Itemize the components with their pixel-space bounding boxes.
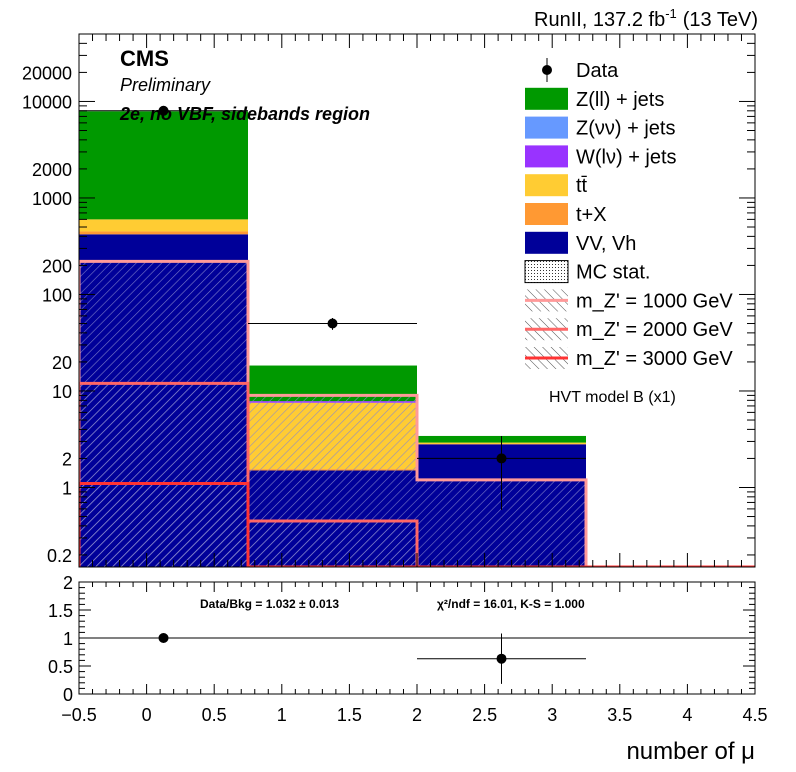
legend-swatch — [525, 203, 568, 225]
ratio-y-tick-label: 0.5 — [48, 657, 73, 677]
legend-label: t+X — [576, 204, 607, 226]
y-tick-label: 2000 — [32, 160, 72, 180]
legend-label: Z(νν) + jets — [576, 118, 675, 140]
y-tick-label: 1000 — [32, 189, 72, 209]
lumi-text: RunII, 137.2 fb-1 (13 TeV) — [534, 6, 758, 31]
signal-outline-1 — [79, 381, 755, 567]
legend-swatch — [525, 145, 568, 168]
legend-label: MC stat. — [576, 262, 650, 284]
x-tick-label: −0.5 — [61, 705, 97, 725]
data-point-0 — [158, 105, 169, 116]
x-axis-title: number of μ — [626, 738, 755, 765]
y-tick-label: 20 — [52, 353, 72, 373]
ratio-y-axis: 0 0.5 1 1.5 2 — [48, 573, 755, 705]
data-point-1 — [327, 318, 338, 329]
legend-swatch — [525, 231, 568, 254]
signal-outline-0 — [79, 259, 755, 567]
legend-entry-5: t+X — [525, 203, 607, 226]
main-y-axis: 0.2 1 2 10 20 100 200 1000 2000 10000 20000 — [22, 33, 755, 566]
signal-hatch-2-bin-0 — [79, 483, 248, 567]
legend-entry-3: W(lν) + jets — [525, 145, 677, 168]
ratio-databkg-text: Data/Bkg = 1.032 ± 0.013 — [200, 597, 339, 611]
y-tick-label: 10 — [52, 382, 72, 402]
legend-entry-9: m_Z' = 2000 GeV — [525, 318, 733, 341]
legend-entry-7: MC stat. — [524, 260, 650, 284]
legend-label: m_Z' = 1000 GeV — [576, 290, 733, 312]
y-tick-label: 100 — [42, 285, 72, 305]
ratio-chi2-text: χ²/ndf = 16.01, K-S = 1.000 — [437, 597, 585, 611]
x-tick-label: 3 — [547, 705, 557, 725]
legend-swatch — [525, 174, 568, 197]
legend-label: Data — [576, 60, 619, 82]
ratio-point-1 — [496, 653, 507, 664]
y-tick-label: 0.2 — [47, 546, 72, 566]
x-tick-label: 2 — [412, 705, 422, 725]
ratio-y-tick-label: 1 — [63, 629, 73, 649]
ratio-mc-stat-band — [248, 637, 586, 639]
legend-label: tt̄ — [576, 175, 588, 197]
x-tick-label: 3.5 — [607, 705, 632, 725]
x-tick-label: 4.5 — [742, 705, 767, 725]
legend-swatch — [524, 260, 569, 284]
x-tick-label: 4 — [682, 705, 692, 725]
legend-entry-0: Data — [542, 58, 619, 82]
legend-swatch — [525, 116, 568, 139]
legend-label: Z(ll) + jets — [576, 89, 664, 111]
ratio-y-tick-label: 1.5 — [48, 601, 73, 621]
ratio-y-tick-label: 2 — [63, 573, 73, 593]
signal-hatch-1-bin-1 — [248, 520, 417, 567]
model-label: HVT model B (x1) — [549, 389, 676, 406]
preliminary-label: Preliminary — [120, 75, 211, 95]
data-point-2 — [496, 453, 507, 464]
legend-entry-2: Z(νν) + jets — [525, 116, 675, 140]
legend-marker — [542, 65, 552, 75]
y-tick-label: 20000 — [22, 63, 72, 83]
y-tick-label: 1 — [62, 478, 72, 498]
legend-entry-4: tt̄ — [525, 174, 588, 197]
ratio-y-tick-label: 0 — [63, 685, 73, 705]
legend-label: m_Z' = 2000 GeV — [576, 319, 733, 341]
legend: Data Z(ll) + jets Z(νν) + jets W(lν) + jets… — [524, 58, 733, 370]
ratio-point-0 — [158, 633, 169, 643]
legend-entry-10: m_Z' = 3000 GeV — [525, 347, 733, 370]
legend-swatch — [525, 87, 568, 110]
ratio-area — [79, 633, 755, 684]
stack-bar-tt--bin-0 — [79, 219, 248, 232]
cms-label: CMS — [120, 46, 169, 71]
y-tick-label: 200 — [42, 256, 72, 276]
x-tick-label: 1.5 — [337, 705, 362, 725]
legend-entry-6: VV, Vh — [525, 231, 636, 255]
stack-bar-z-ll-jets-bin-0 — [79, 111, 248, 220]
ratio-x-axis: −0.5 0 0.5 1 1.5 2 2.5 3 3.5 4 4.5 — [61, 582, 768, 725]
region-label: 2e, no VBF, sidebands region — [119, 104, 370, 124]
legend-entry-1: Z(ll) + jets — [525, 87, 664, 111]
x-tick-label: 0.5 — [202, 705, 227, 725]
x-tick-label: 2.5 — [472, 705, 497, 725]
stack-bar-t-x-bin-0 — [79, 231, 248, 235]
main-x-ticks — [78, 34, 756, 567]
data-points — [79, 105, 586, 510]
y-tick-label: 10000 — [22, 92, 72, 112]
x-tick-label: 0 — [142, 705, 152, 725]
legend-entry-8: m_Z' = 1000 GeV — [525, 289, 733, 312]
x-tick-label: 1 — [277, 705, 287, 725]
legend-label: m_Z' = 3000 GeV — [576, 348, 733, 370]
y-tick-label: 2 — [62, 449, 72, 469]
legend-label: W(lν) + jets — [576, 146, 677, 168]
legend-label: VV, Vh — [576, 233, 636, 255]
